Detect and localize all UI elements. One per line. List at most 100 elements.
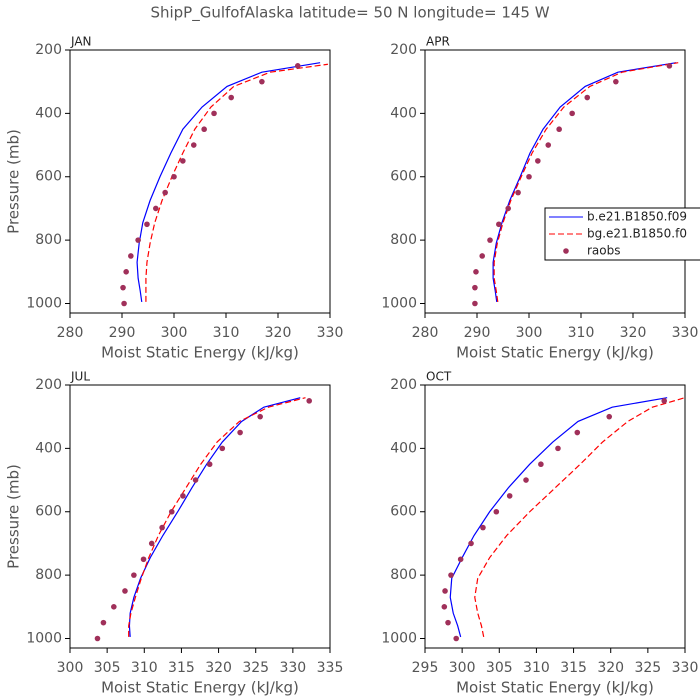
x-tick-label: 320 — [265, 325, 292, 341]
obs-point — [159, 524, 165, 531]
obs-point — [606, 413, 613, 420]
y-tick-label: 1000 — [381, 630, 417, 646]
obs-point — [493, 508, 500, 515]
obs-point — [148, 540, 155, 547]
y-tick-label: 400 — [390, 440, 417, 456]
y-tick-label: 1000 — [381, 295, 417, 311]
obs-point — [613, 78, 619, 85]
obs-point — [211, 110, 217, 117]
legend-label: bg.e21.B1850.f0 — [587, 227, 687, 241]
x-tick-label: 335 — [317, 660, 344, 676]
obs-point — [505, 205, 512, 212]
profile-line — [136, 62, 321, 302]
x-tick-label: 310 — [568, 325, 595, 341]
y-tick-label: 200 — [390, 377, 417, 393]
obs-point — [180, 493, 186, 499]
y-tick-label: 200 — [35, 42, 62, 58]
obs-point — [441, 604, 448, 610]
obs-point — [257, 413, 263, 420]
y-tick-label: 600 — [35, 169, 62, 185]
obs-point — [144, 221, 150, 228]
obs-point — [94, 635, 101, 642]
y-tick-label: 600 — [390, 504, 417, 520]
y-tick-label: 1000 — [26, 630, 62, 646]
obs-point — [206, 461, 213, 468]
obs-point — [496, 221, 502, 228]
x-tick-label: 310 — [131, 660, 158, 676]
panel-title: JAN — [70, 35, 92, 49]
profile-line — [474, 397, 685, 638]
obs-point — [123, 269, 129, 275]
obs-point — [472, 284, 478, 291]
x-tick-label: 310 — [523, 660, 550, 676]
obs-point — [180, 158, 186, 164]
obs-point — [538, 461, 544, 468]
x-tick-label: 330 — [317, 325, 344, 341]
panel-title: APR — [426, 35, 450, 49]
obs-point — [294, 63, 301, 69]
obs-point — [661, 398, 667, 404]
obs-point — [168, 508, 175, 515]
obs-point — [506, 493, 513, 499]
x-tick-label: 300 — [57, 660, 84, 676]
obs-point — [468, 540, 474, 547]
obs-point — [237, 429, 243, 436]
x-tick-label: 310 — [213, 325, 240, 341]
page-title: ShipP_GulfofAlaska latitude= 50 N longit… — [150, 4, 549, 23]
obs-point — [442, 588, 448, 594]
x-tick-label: 280 — [57, 325, 84, 341]
obs-point — [219, 445, 226, 452]
obs-point — [453, 635, 460, 642]
obs-point — [259, 78, 265, 85]
obs-point — [306, 398, 313, 404]
y-tick-label: 600 — [35, 504, 62, 520]
profile-line — [492, 62, 677, 302]
plot-frame — [69, 384, 331, 649]
profile-line — [128, 397, 306, 637]
panel-title: JUL — [70, 370, 90, 384]
obs-point — [545, 142, 552, 148]
legend-label: raobs — [587, 244, 621, 258]
obs-point — [457, 556, 464, 563]
obs-point — [201, 126, 207, 133]
panel-title: OCT — [426, 370, 452, 384]
x-tick-label: 295 — [412, 660, 439, 676]
y-tick-label: 800 — [35, 232, 62, 248]
legend-marker — [563, 248, 569, 254]
x-tick-label: 320 — [597, 660, 624, 676]
obs-point — [448, 572, 454, 578]
x-tick-label: 280 — [412, 325, 439, 341]
y-axis-title: Pressure (mb) — [5, 464, 23, 569]
obs-point — [473, 269, 479, 275]
y-tick-label: 400 — [390, 105, 417, 121]
obs-point — [480, 524, 486, 531]
x-tick-label: 330 — [672, 660, 699, 676]
obs-point — [535, 158, 541, 164]
x-tick-label: 325 — [634, 660, 661, 676]
y-tick-label: 200 — [35, 377, 62, 393]
obs-point — [171, 173, 177, 180]
obs-point — [153, 205, 159, 212]
obs-point — [192, 477, 199, 483]
obs-point — [556, 126, 562, 133]
obs-point — [228, 94, 234, 101]
x-tick-label: 290 — [464, 325, 491, 341]
plot-frame — [69, 49, 331, 314]
x-axis-title: Moist Static Energy (kJ/kg) — [456, 344, 654, 362]
obs-point — [121, 300, 127, 307]
x-tick-label: 315 — [168, 660, 195, 676]
plot-frame — [424, 384, 686, 649]
obs-point — [135, 237, 141, 243]
obs-point — [584, 94, 591, 101]
profile-line — [449, 397, 668, 638]
obs-point — [574, 429, 581, 436]
x-tick-label: 320 — [620, 325, 647, 341]
x-tick-label: 320 — [205, 660, 232, 676]
x-tick-label: 315 — [560, 660, 587, 676]
profile-line — [145, 63, 329, 302]
obs-point — [523, 477, 529, 483]
x-tick-label: 300 — [516, 325, 543, 341]
x-tick-label: 330 — [672, 325, 699, 341]
x-axis-title: Moist Static Energy (kJ/kg) — [456, 679, 654, 697]
y-tick-label: 400 — [35, 440, 62, 456]
